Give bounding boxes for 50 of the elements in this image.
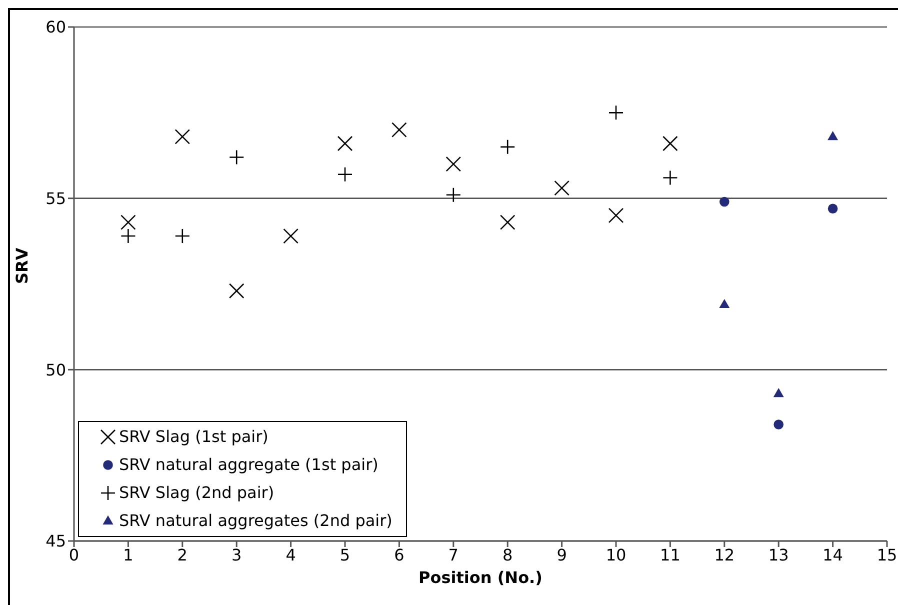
point	[720, 196, 730, 207]
x-tick-label: 8	[502, 545, 513, 564]
point	[662, 136, 678, 152]
point	[773, 388, 784, 398]
x-tick-label: 9	[556, 545, 567, 564]
point	[719, 298, 730, 308]
point	[337, 166, 353, 182]
x-tick-label: 14	[822, 545, 843, 564]
y-tick-label: 60	[46, 18, 66, 37]
legend-label: SRV Slag (1st pair)	[119, 426, 268, 448]
point	[228, 283, 244, 299]
legend-label: SRV Slag (2nd pair)	[119, 482, 274, 504]
point	[608, 208, 624, 224]
x-tick-label: 0	[68, 545, 80, 564]
point	[120, 228, 136, 244]
y-tick-label: 50	[46, 360, 66, 380]
x-tick-label: 10	[606, 545, 626, 564]
y-tick-label: 45	[46, 532, 66, 551]
x-tick-label: 1	[123, 545, 134, 564]
point	[337, 136, 353, 152]
point	[500, 214, 516, 230]
point	[500, 139, 516, 155]
legend-label: SRV natural aggregates (2nd pair)	[119, 510, 392, 532]
point	[554, 180, 570, 196]
x-axis-title: Position (No.)	[418, 568, 542, 587]
x-tick-label: 3	[232, 545, 242, 564]
point	[774, 420, 784, 430]
legend-label: SRV natural aggregate (1st pair)	[119, 454, 378, 476]
point	[120, 214, 136, 230]
x-tick-label: 13	[768, 545, 789, 564]
x-tick-label: 5	[340, 545, 350, 564]
point	[828, 131, 838, 140]
y-tick-label: 55	[46, 189, 66, 208]
x-tick-label: 4	[286, 545, 296, 564]
x-tick-label: 12	[714, 545, 735, 564]
point	[392, 122, 407, 138]
point	[828, 204, 838, 214]
point	[446, 156, 462, 172]
x-tick-label: 2	[177, 545, 188, 564]
point	[608, 105, 624, 120]
x-tick-label: 7	[448, 545, 458, 564]
y-axis-title: SRV	[12, 247, 32, 284]
point	[283, 228, 298, 244]
x-tick-label: 11	[660, 545, 680, 564]
point	[174, 228, 190, 244]
point	[228, 150, 244, 165]
point	[446, 187, 462, 203]
x-tick-label: 15	[876, 545, 898, 564]
x-tick-label: 6	[394, 545, 404, 564]
point	[174, 129, 190, 144]
